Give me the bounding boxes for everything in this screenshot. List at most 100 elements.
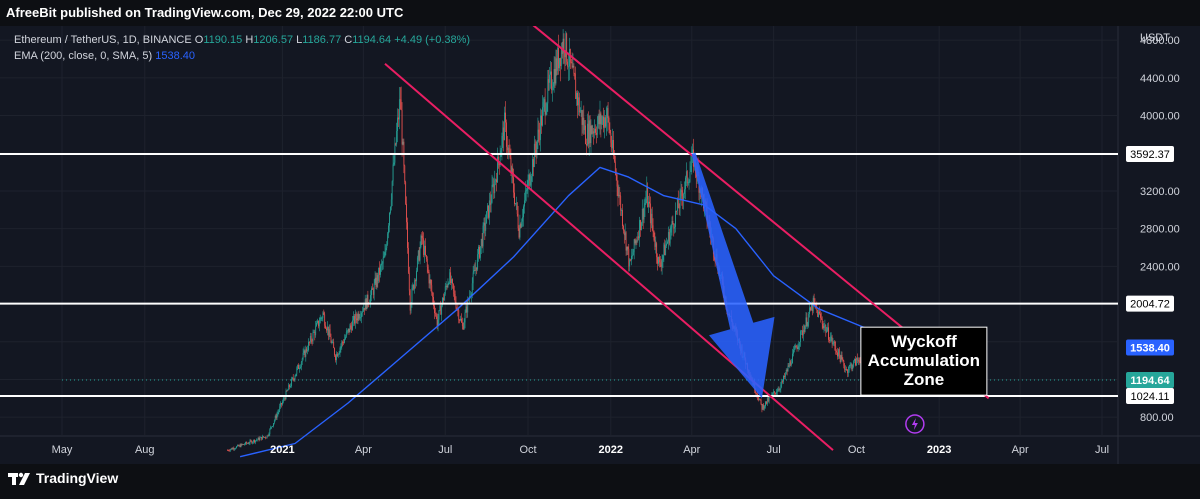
- candle-body: [851, 364, 853, 370]
- candle-body: [507, 147, 509, 151]
- candle-body: [596, 124, 598, 135]
- candle-body: [560, 58, 561, 67]
- candle-body: [550, 71, 551, 75]
- candle-body: [821, 318, 823, 324]
- candle-body: [461, 318, 462, 323]
- price-tag: [1126, 371, 1174, 388]
- candle-body: [443, 294, 445, 301]
- candle-body: [599, 113, 601, 125]
- candle-body: [603, 116, 604, 128]
- candle-body: [405, 182, 407, 204]
- open-value: 1190.15: [203, 34, 245, 46]
- candle-body: [406, 203, 407, 223]
- candle-body: [681, 190, 683, 196]
- price-axis-unit: USDT: [1140, 32, 1170, 44]
- candle-body: [534, 143, 536, 151]
- candle-body: [376, 275, 378, 287]
- candle-body: [792, 353, 793, 364]
- candle-body: [858, 359, 860, 362]
- candle-body: [363, 308, 365, 311]
- candle-body: [424, 245, 425, 255]
- candle-body: [308, 341, 309, 351]
- candle-body: [773, 391, 775, 394]
- annotation-text: Zone: [904, 370, 945, 389]
- candle-body: [292, 377, 294, 379]
- candle-body: [347, 328, 349, 331]
- wyckoff-annotation-box[interactable]: [860, 326, 988, 396]
- candle-body: [523, 206, 524, 218]
- time-tick-label: Jul: [438, 444, 452, 456]
- candle-body: [295, 373, 297, 377]
- candle-body: [416, 257, 418, 271]
- candle-body: [514, 192, 515, 204]
- candle-body: [432, 292, 434, 298]
- candle-body: [629, 259, 631, 267]
- candle-body: [594, 128, 595, 134]
- candle-body: [527, 180, 529, 190]
- candle-body: [286, 390, 288, 392]
- candle-body: [438, 310, 440, 320]
- candle-body: [612, 139, 613, 149]
- candle-body: [547, 79, 549, 104]
- candle-body: [690, 165, 692, 172]
- price-tick-label: 4400.00: [1140, 73, 1180, 85]
- time-axis[interactable]: May Aug 2021 Apr Jul Oct 2022 Apr Jul Oct 2023 Apr J…: [52, 444, 1109, 456]
- candle-body: [272, 426, 273, 427]
- candle-body: [273, 420, 275, 424]
- candle-body: [437, 319, 439, 327]
- candle-body: [511, 167, 513, 173]
- candle-body: [423, 238, 425, 255]
- candle-body: [367, 294, 369, 304]
- candle-body: [444, 286, 446, 295]
- candle-body: [479, 246, 481, 258]
- candle-body: [370, 295, 371, 303]
- candle-body: [613, 139, 614, 156]
- price-axis[interactable]: USDT 800.00 2400.00 2800.00 3200.00 4000.00 44…: [1126, 32, 1180, 424]
- candle-body: [822, 323, 824, 328]
- candle-body: [461, 322, 463, 327]
- candle-body: [506, 146, 508, 151]
- candle-body: [483, 222, 485, 226]
- candle-body: [766, 401, 767, 404]
- candle-body: [282, 398, 284, 402]
- candle-body: [551, 89, 553, 91]
- candle-body: [429, 279, 431, 284]
- candle-body: [305, 348, 307, 357]
- candle-body: [608, 117, 610, 130]
- candle-body: [259, 437, 261, 441]
- candle-body: [840, 355, 842, 363]
- candle-body: [589, 120, 591, 144]
- candle-body: [380, 263, 382, 266]
- ema-layer: [239, 166, 937, 458]
- candle-body: [425, 245, 426, 256]
- candle-body: [515, 202, 517, 204]
- candle-body: [285, 390, 287, 400]
- candle-body: [235, 448, 237, 450]
- lightning-icon[interactable]: [905, 414, 925, 434]
- candle-body: [290, 386, 291, 387]
- candle-body: [360, 317, 362, 318]
- candle-body: [566, 33, 568, 62]
- candle-body: [332, 342, 334, 344]
- candle-body: [473, 270, 475, 273]
- price-tick-label: 3200.00: [1140, 186, 1180, 198]
- candle-body: [255, 440, 256, 443]
- candle-body: [794, 345, 796, 349]
- candle-body: [565, 33, 567, 58]
- candle-body: [763, 404, 765, 409]
- candle-body: [270, 427, 272, 429]
- tradingview-logo-icon[interactable]: [8, 471, 34, 487]
- candle-body: [531, 176, 533, 182]
- tradingview-brand[interactable]: TradingView: [36, 470, 119, 486]
- candle-body: [387, 233, 389, 245]
- candle-body: [611, 142, 613, 149]
- candle-body: [390, 199, 392, 207]
- candle-body: [669, 232, 671, 244]
- candle-body: [384, 252, 386, 257]
- candle-body: [232, 448, 234, 450]
- candle-body: [344, 338, 345, 343]
- time-tick-label: Apr: [355, 444, 372, 456]
- candle-body: [433, 297, 434, 306]
